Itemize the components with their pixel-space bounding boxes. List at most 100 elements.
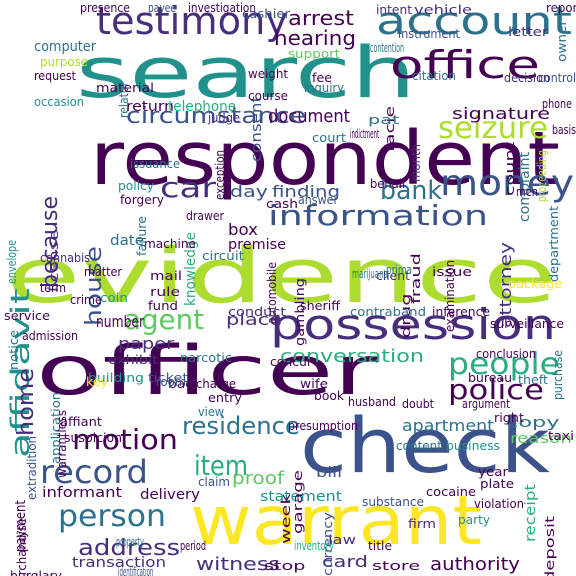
word-bill: bill [316,465,342,481]
word-forgery: forgery [120,193,164,207]
word-occasion: occasion [34,95,84,109]
word-inquiry: inquiry [304,81,344,95]
word-coin: coin [100,291,128,305]
word-seizure: seizure [438,111,548,146]
word-cannabis: cannabis [40,251,90,265]
word-signature: signature [452,104,550,123]
word-rule: rule [150,285,180,299]
word-police: police [448,373,544,406]
word-pat: pat [368,113,400,127]
word-notice: notice [7,330,21,370]
word-respondent: respondent [90,116,560,202]
word-year: year [478,465,508,479]
word-issuance: issuance [130,157,180,171]
word-entry: entry [208,391,242,405]
word-stop: stop [264,559,306,573]
word-mail: mail [150,269,182,283]
word-support: support [288,47,340,61]
word-request: request [34,69,76,83]
word-bag: bag [168,377,194,391]
word-machine: machine [144,237,196,251]
word-bureau: bureau [468,371,512,385]
word-circuit: circuit [202,249,244,263]
word-apartment: apartment [402,416,494,435]
word-answer: answer [298,193,338,207]
word-wife: wife [300,377,328,391]
word-marijuana: marijuana [352,267,388,281]
word-weight: weight [248,67,288,81]
word-examination: examination [443,260,457,332]
word-car: car [160,171,216,204]
word-computer: computer [34,39,96,55]
word-search: search [76,32,416,114]
word-premise: premise [228,237,286,253]
word-admission: admission [22,329,78,343]
word-firm: firm [408,517,436,531]
word-matter: matter [84,265,122,279]
word-argument: argument [462,397,510,411]
word-property: property [116,535,144,549]
word-delivery: delivery [140,487,200,503]
word-view: view [198,405,224,419]
word-surveillance: surveillance [490,317,564,331]
word-consent: consent [249,96,265,162]
word-prima: prima [386,263,412,277]
word-failure: failure [135,216,149,256]
word-purchase: purchase [551,350,565,400]
word-material: material [96,81,154,95]
word-reason: reason [510,431,572,447]
word-presence: presence [80,1,130,15]
word-affiant: affiant [60,415,102,429]
word-substance: substance [362,495,424,509]
word-receipt: receipt [523,484,539,542]
word-home: home [14,368,39,436]
word-department: department [547,206,561,282]
word-store: store [372,559,420,573]
word-month: month [409,144,423,182]
word-day: day [230,182,268,201]
word-indictment: indictment [350,127,380,141]
word-proof: proof [232,468,284,489]
word-citation: citation [412,69,456,83]
word-motion: motion [72,423,178,456]
word-package: package [508,277,562,291]
word-court: court [312,131,346,145]
word-exhibit: exhibit [108,353,158,367]
word-husband: husband [348,395,396,409]
word-owner: owner [555,20,569,62]
word-men: men [516,185,538,199]
word-extradition: extradition [25,436,39,500]
word-business: business [446,439,500,453]
word-possession: possession [270,300,556,349]
word-period: period [180,539,206,553]
word-people: people [448,347,560,382]
word-office: office [390,43,540,87]
word-vehicle: vehicle [414,3,472,17]
word-telephone: telephone [168,99,236,115]
word-informant: informant [42,485,122,501]
word-count: count [503,141,517,196]
word-claim: claim [198,475,230,489]
word-law: law [328,533,356,547]
word-cashier: cashier [242,7,290,21]
word-exception: exception [213,150,227,200]
word-transaction: transaction [72,555,166,571]
word-burglary: burglary [10,569,62,576]
word-authority: authority [430,554,520,575]
word-behalf: behalf [370,177,406,191]
word-address: address [78,536,180,561]
word-arrest: arrest [288,6,354,30]
word-investigation: investigation [188,1,256,15]
word-right: right [494,411,524,425]
word-money: money [440,163,574,204]
word-warrantless: warrantless [55,410,69,478]
word-charge: charge [196,377,236,391]
word-content: content [396,439,442,453]
word-judge: judge [208,111,240,125]
word-book: book [314,389,344,403]
word-crime: crime [70,293,102,307]
word-return: return [126,99,174,115]
word-sheriff: sheriff [300,299,340,313]
word-intent: intent [376,3,412,17]
